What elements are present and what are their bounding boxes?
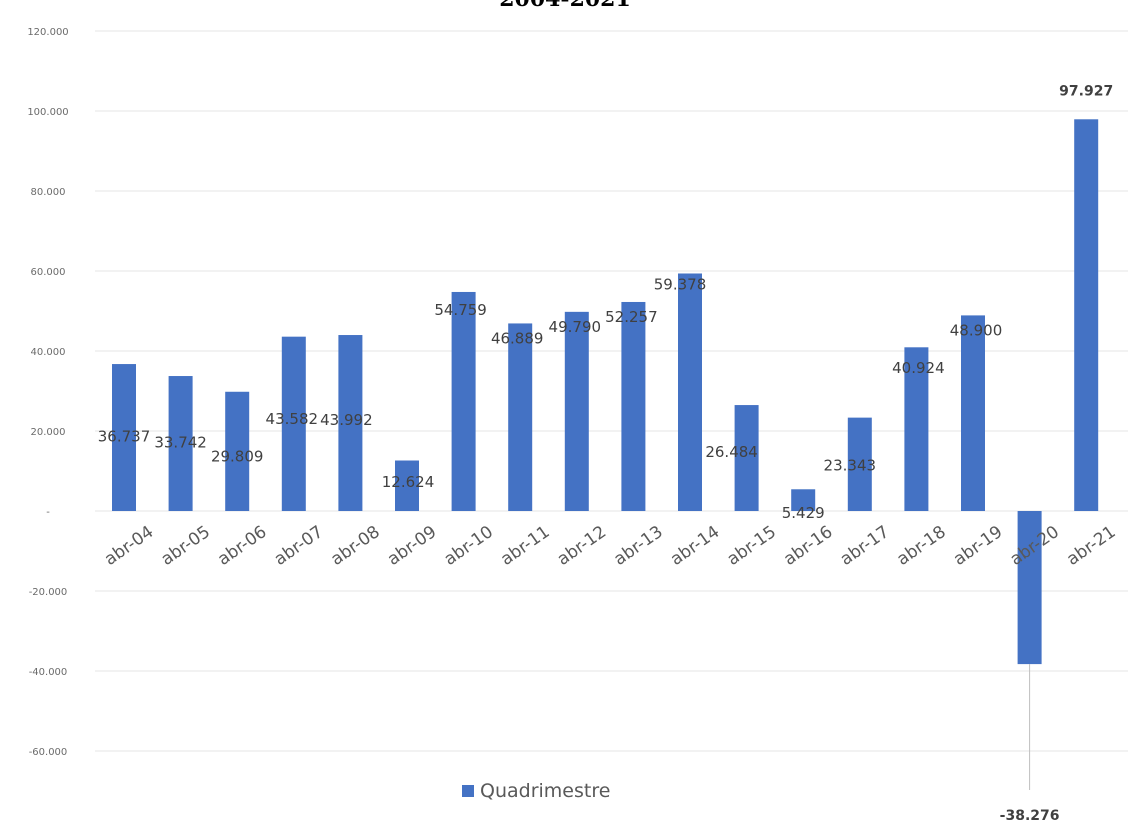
x-tick-label: abr-13 <box>610 522 666 570</box>
x-tick-label: abr-18 <box>893 522 949 570</box>
bar <box>338 335 363 511</box>
data-label: 43.582 <box>266 410 319 428</box>
data-label: 26.484 <box>705 443 758 461</box>
data-label: -38.276 <box>1000 808 1060 820</box>
bar <box>564 311 589 511</box>
legend: Quadrimestre <box>462 780 610 802</box>
y-tick-label: 40.000 <box>31 347 66 358</box>
y-tick-label: -60.000 <box>29 747 68 758</box>
y-tick-label: 60.000 <box>31 267 66 278</box>
data-label: 33.742 <box>154 434 207 452</box>
x-tick-label: abr-21 <box>1063 522 1119 570</box>
bar <box>621 301 646 511</box>
y-tick-label: -40.000 <box>29 667 68 678</box>
x-tick-label: abr-09 <box>384 522 440 570</box>
x-tick-label: abr-05 <box>158 522 214 570</box>
x-tick-label: abr-07 <box>271 522 327 570</box>
data-label: 49.790 <box>549 318 602 336</box>
x-tick-label: abr-16 <box>780 522 836 570</box>
bar <box>451 291 476 511</box>
y-tick-label: 120.000 <box>27 27 68 38</box>
bar <box>395 460 419 511</box>
data-label: 12.624 <box>382 473 435 491</box>
x-tick-label: abr-14 <box>667 522 723 570</box>
x-tick-label: abr-19 <box>950 522 1006 570</box>
y-tick-label: 80.000 <box>31 187 66 198</box>
data-label: 97.927 <box>1059 83 1113 99</box>
y-tick-label: 100.000 <box>27 107 68 118</box>
x-tick-label: abr-17 <box>837 522 893 570</box>
bar <box>961 315 985 511</box>
bar <box>1017 511 1042 665</box>
chart-title: 2004-2021 <box>0 0 1130 12</box>
data-label: 46.889 <box>491 329 544 347</box>
data-label: 36.737 <box>98 428 151 446</box>
bar <box>1074 119 1099 512</box>
bar <box>734 405 759 511</box>
x-tick-label: abr-10 <box>441 522 497 570</box>
legend-swatch <box>462 785 474 797</box>
data-label: 40.924 <box>892 359 945 377</box>
legend-label: Quadrimestre <box>480 780 611 802</box>
data-label: 5.429 <box>782 504 825 522</box>
x-tick-label: abr-15 <box>724 522 780 570</box>
bar <box>791 489 816 511</box>
data-label: 59.378 <box>654 275 707 293</box>
data-label: 54.759 <box>434 301 487 319</box>
data-label: 52.257 <box>605 308 658 326</box>
bar <box>678 273 702 511</box>
data-label: 43.992 <box>320 411 373 429</box>
y-tick-label: 20.000 <box>31 427 66 438</box>
bar <box>168 376 193 511</box>
y-tick-label: -20.000 <box>29 587 68 598</box>
x-tick-label: abr-12 <box>554 522 610 570</box>
x-tick-label: abr-11 <box>497 522 553 570</box>
bar <box>281 336 306 511</box>
bar <box>225 391 250 511</box>
data-label: 29.809 <box>211 447 264 465</box>
data-label: 48.900 <box>950 321 1003 339</box>
x-tick-label: abr-08 <box>327 522 383 570</box>
bar <box>847 417 872 511</box>
bar <box>112 364 136 511</box>
x-tick-label: abr-06 <box>214 522 270 570</box>
y-tick-label: - <box>46 507 50 518</box>
bar <box>904 347 929 511</box>
bar <box>508 323 533 511</box>
x-tick-label: abr-04 <box>101 522 157 570</box>
data-label: 23.343 <box>824 456 877 474</box>
